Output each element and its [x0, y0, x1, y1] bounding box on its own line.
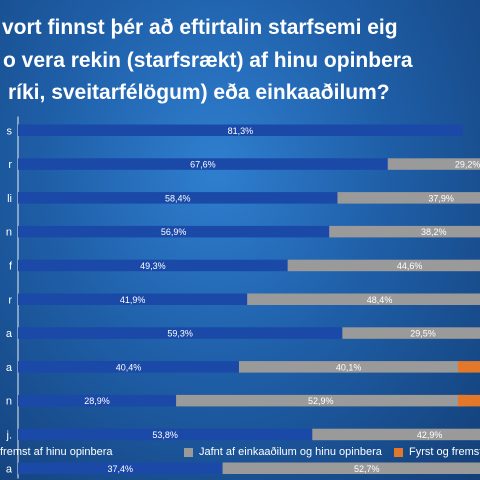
legend-swatch-private — [394, 447, 403, 457]
category-label: r — [8, 159, 12, 171]
legend-item-public: fremst af hinu opinbera — [0, 446, 113, 458]
data-label: 53,8% — [152, 430, 178, 440]
bar-segment — [18, 462, 223, 474]
data-label: 81,3% — [228, 126, 254, 136]
data-label: 48,4% — [367, 295, 393, 305]
legend-item-equal: Jafnt af einkaaðilum og hinu opinbera — [184, 446, 382, 458]
category-label: r — [8, 294, 12, 306]
legend-label-public: fremst af hinu opinbera — [0, 446, 113, 458]
title-line-1: vort finnst þér að eftirtalin starfsemi … — [2, 16, 398, 39]
legend-item-private: Fyrst og fremst af ein — [394, 446, 480, 458]
legend-label-equal: Jafnt af einkaaðilum og hinu opinbera — [199, 446, 382, 458]
data-label: 40,1% — [336, 362, 362, 372]
data-label: 38,2% — [421, 227, 447, 237]
category-label: j. — [6, 429, 13, 441]
category-label: f — [9, 260, 13, 272]
data-label: 49,3% — [140, 261, 166, 271]
data-label: 41,9% — [120, 295, 146, 305]
data-label: 58,4% — [165, 193, 191, 203]
category-label: li — [7, 193, 12, 205]
data-label: 52,7% — [354, 464, 380, 474]
title-line-3: ríki, sveitarfélögum) eða einkaaðilum? — [8, 81, 390, 104]
category-label: a — [6, 362, 13, 374]
bar-segment — [18, 394, 177, 407]
category-label: a — [6, 463, 13, 475]
data-label: 37,9% — [428, 193, 454, 203]
bar-segment — [18, 158, 388, 170]
data-label: 42,9% — [417, 430, 443, 440]
bar-segment — [222, 462, 480, 474]
data-label: 37,4% — [108, 464, 134, 474]
bar-segment — [458, 394, 480, 407]
data-label: 44,6% — [397, 261, 423, 271]
data-label: 52,9% — [308, 396, 334, 406]
bar-segment — [18, 428, 313, 441]
title-line-2: o vera rekin (starfsrækt) af hinu opinbe… — [3, 49, 413, 72]
chart-title: vort finnst þér að eftirtalin starfsemi … — [0, 0, 480, 120]
bar-segment — [18, 124, 463, 136]
bar-segment — [287, 259, 480, 272]
data-label: 29,5% — [410, 329, 436, 339]
data-label: 56,9% — [161, 227, 187, 237]
bar-segment — [458, 361, 480, 373]
category-label: s — [7, 125, 13, 137]
bar-segment — [18, 192, 338, 204]
data-label: 40,4% — [116, 362, 142, 372]
bar-segment — [329, 225, 480, 238]
bar-segment — [387, 158, 480, 170]
bar-segment — [18, 327, 343, 339]
category-label: a — [6, 328, 13, 340]
bar-segment — [337, 192, 480, 204]
bar-segment — [18, 259, 288, 272]
category-label: n — [6, 227, 12, 239]
bar-segment — [342, 327, 480, 339]
bar-segment — [176, 394, 466, 407]
bar-segment — [18, 361, 239, 373]
data-label: 28,9% — [84, 396, 110, 406]
legend-swatch-equal — [184, 447, 193, 457]
bar-segment — [247, 293, 480, 305]
data-label: 29,2% — [455, 160, 480, 170]
legend-label-private: Fyrst og fremst af ein — [409, 446, 480, 458]
bar-segment — [18, 225, 330, 238]
data-label: 67,6% — [190, 160, 216, 170]
category-label: n — [6, 396, 12, 408]
bar-segment — [238, 361, 459, 373]
legend: fremst af hinu opinbera Jafnt af einkaað… — [0, 440, 480, 464]
bar-segment — [18, 293, 248, 305]
data-label: 59,3% — [167, 329, 193, 339]
bar-segment — [312, 428, 480, 441]
